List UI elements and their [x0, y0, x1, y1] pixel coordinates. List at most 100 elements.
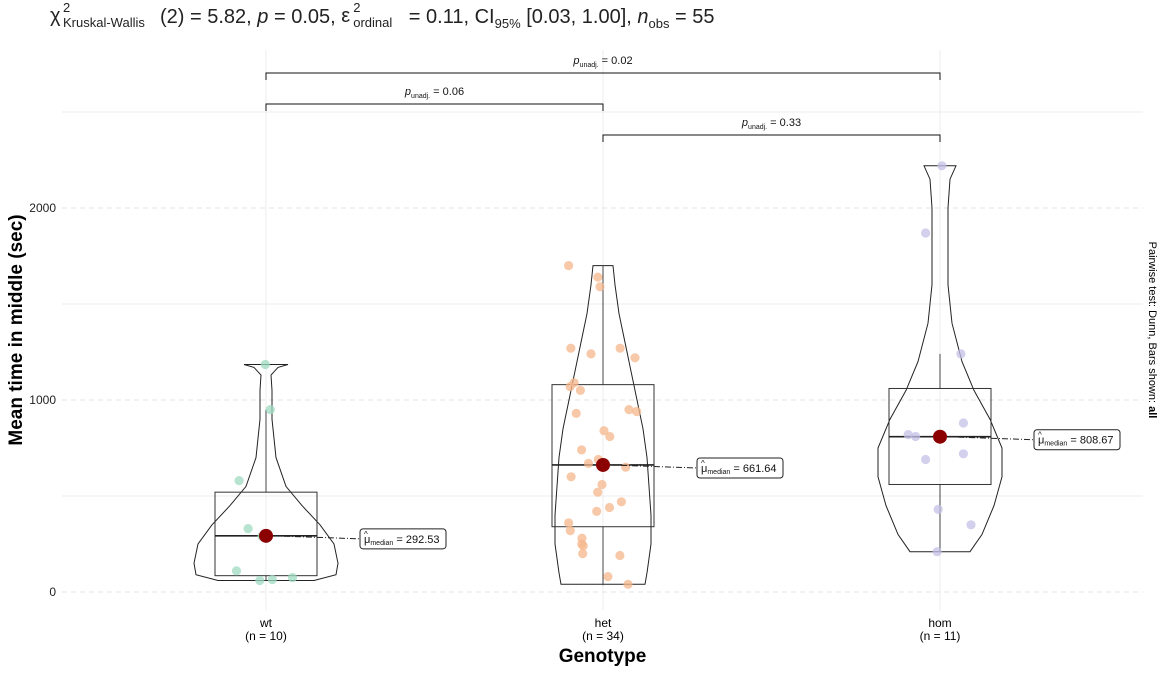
group-wt: μmedian = 292.53^: [193, 359, 447, 586]
median-label-value: = 292.53: [393, 534, 439, 546]
x-tick-count: (n = 10): [245, 629, 287, 643]
data-point: [615, 550, 625, 561]
data-point: [615, 343, 625, 353]
data-point: [630, 353, 640, 363]
bracket-p-symbol: p: [572, 55, 579, 67]
bracket-line: [602, 134, 941, 142]
bracket-label: punadj. = 0.02: [572, 55, 632, 69]
data-point: [564, 518, 574, 528]
data-point: [267, 574, 277, 585]
median-label-connector: [272, 535, 361, 540]
data-point: [616, 497, 627, 507]
data-point: [255, 575, 265, 586]
group-hom: μmedian = 808.67^: [877, 161, 1121, 557]
bracket-p-sub: unadj.: [411, 93, 430, 100]
median-label-hat: ^: [1038, 431, 1042, 440]
bracket-p-sub: unadj.: [748, 124, 767, 131]
median-label-text: μmedian = 661.64: [701, 463, 777, 476]
data-point: [260, 359, 270, 370]
data-point: [231, 566, 242, 576]
data-point: [564, 261, 574, 271]
data-point: [565, 526, 575, 536]
median-label-hat: ^: [701, 459, 705, 468]
bracket-p-value: = 0.06: [430, 86, 464, 98]
violin: [554, 265, 652, 585]
comparison-bracket: punadj. = 0.06: [265, 86, 604, 111]
median-label-text: μmedian = 292.53: [364, 534, 440, 547]
data-point: [592, 506, 602, 516]
data-point: [593, 487, 603, 497]
data-point: [632, 406, 642, 417]
x-tick-name: wt: [260, 616, 272, 630]
data-point: [566, 472, 576, 482]
median-label-box: [359, 528, 447, 550]
median-label-hat: ^: [364, 530, 368, 539]
data-point: [575, 385, 586, 395]
median-label-sub: median: [707, 469, 730, 476]
violin: [877, 165, 1003, 553]
median-point: [596, 457, 610, 472]
data-point: [921, 454, 931, 465]
median-label-text: μmedian = 808.67: [1038, 435, 1114, 448]
median-label-mu: μ: [364, 534, 370, 546]
x-tick-label-het: het (n = 34): [543, 617, 663, 643]
data-point: [605, 431, 615, 442]
violin: [193, 364, 339, 581]
box: [214, 491, 318, 577]
x-tick-count: (n = 34): [582, 629, 624, 643]
data-point: [958, 449, 969, 459]
median-label-box: [696, 457, 784, 479]
median-label-sub: median: [1044, 441, 1067, 448]
y-tick-label: 1000: [29, 393, 56, 407]
data-point: [604, 502, 615, 513]
data-point: [958, 418, 969, 428]
data-point: [583, 458, 594, 468]
x-tick-label-hom: hom (n = 11): [880, 617, 1000, 643]
y-tick-label: 0: [49, 585, 56, 599]
data-point: [956, 349, 966, 359]
median-label-sub: median: [370, 540, 393, 547]
data-point: [623, 579, 633, 589]
data-point: [597, 479, 607, 490]
bracket-label: punadj. = 0.33: [741, 117, 801, 131]
bracket-p-symbol: p: [404, 86, 411, 98]
data-point: [921, 228, 931, 238]
data-point: [599, 426, 609, 436]
data-point: [933, 504, 943, 514]
comparison-bracket: punadj. = 0.02: [265, 55, 941, 80]
data-point: [265, 405, 275, 415]
x-tick-name: het: [594, 616, 612, 630]
data-point: [566, 343, 576, 353]
median-label-mu: μ: [1038, 435, 1044, 447]
box: [551, 384, 655, 528]
x-tick-label-wt: wt (n = 10): [206, 617, 326, 643]
data-point: [571, 408, 581, 418]
data-point: [287, 573, 298, 583]
bracket-p-symbol: p: [741, 117, 748, 129]
pairwise-caption: Pairwise test: Dunn, Bars shown: all: [1146, 241, 1158, 419]
bracket-label: punadj. = 0.06: [404, 86, 464, 100]
chart-title: 2 Kruskal-Wallis χ (2) = 5.82, p = 0.05, ε ^…: [50, 0, 715, 31]
x-tick-count: (n = 11): [919, 629, 961, 643]
bracket-p-value: = 0.02: [599, 55, 633, 67]
y-tick-label: 2000: [29, 201, 56, 215]
data-point: [578, 541, 588, 551]
data-point: [243, 524, 253, 534]
data-point: [577, 445, 587, 455]
data-point: [234, 476, 244, 486]
data-point: [593, 272, 603, 282]
data-point: [586, 349, 596, 359]
bracket-p-sub: unadj.: [580, 62, 599, 69]
x-axis-title: Genotype: [558, 646, 647, 667]
data-point: [932, 547, 942, 557]
median-label-connector: [946, 436, 1035, 441]
data-point: [903, 430, 913, 440]
x-tick-name: hom: [928, 616, 952, 630]
median-label-value: = 808.67: [1067, 435, 1113, 447]
median-label-connector: [609, 464, 698, 469]
data-point: [621, 462, 631, 472]
bracket-line: [265, 103, 604, 111]
median-point: [259, 528, 273, 543]
y-axis-title: Mean time in middle (sec): [6, 214, 27, 446]
